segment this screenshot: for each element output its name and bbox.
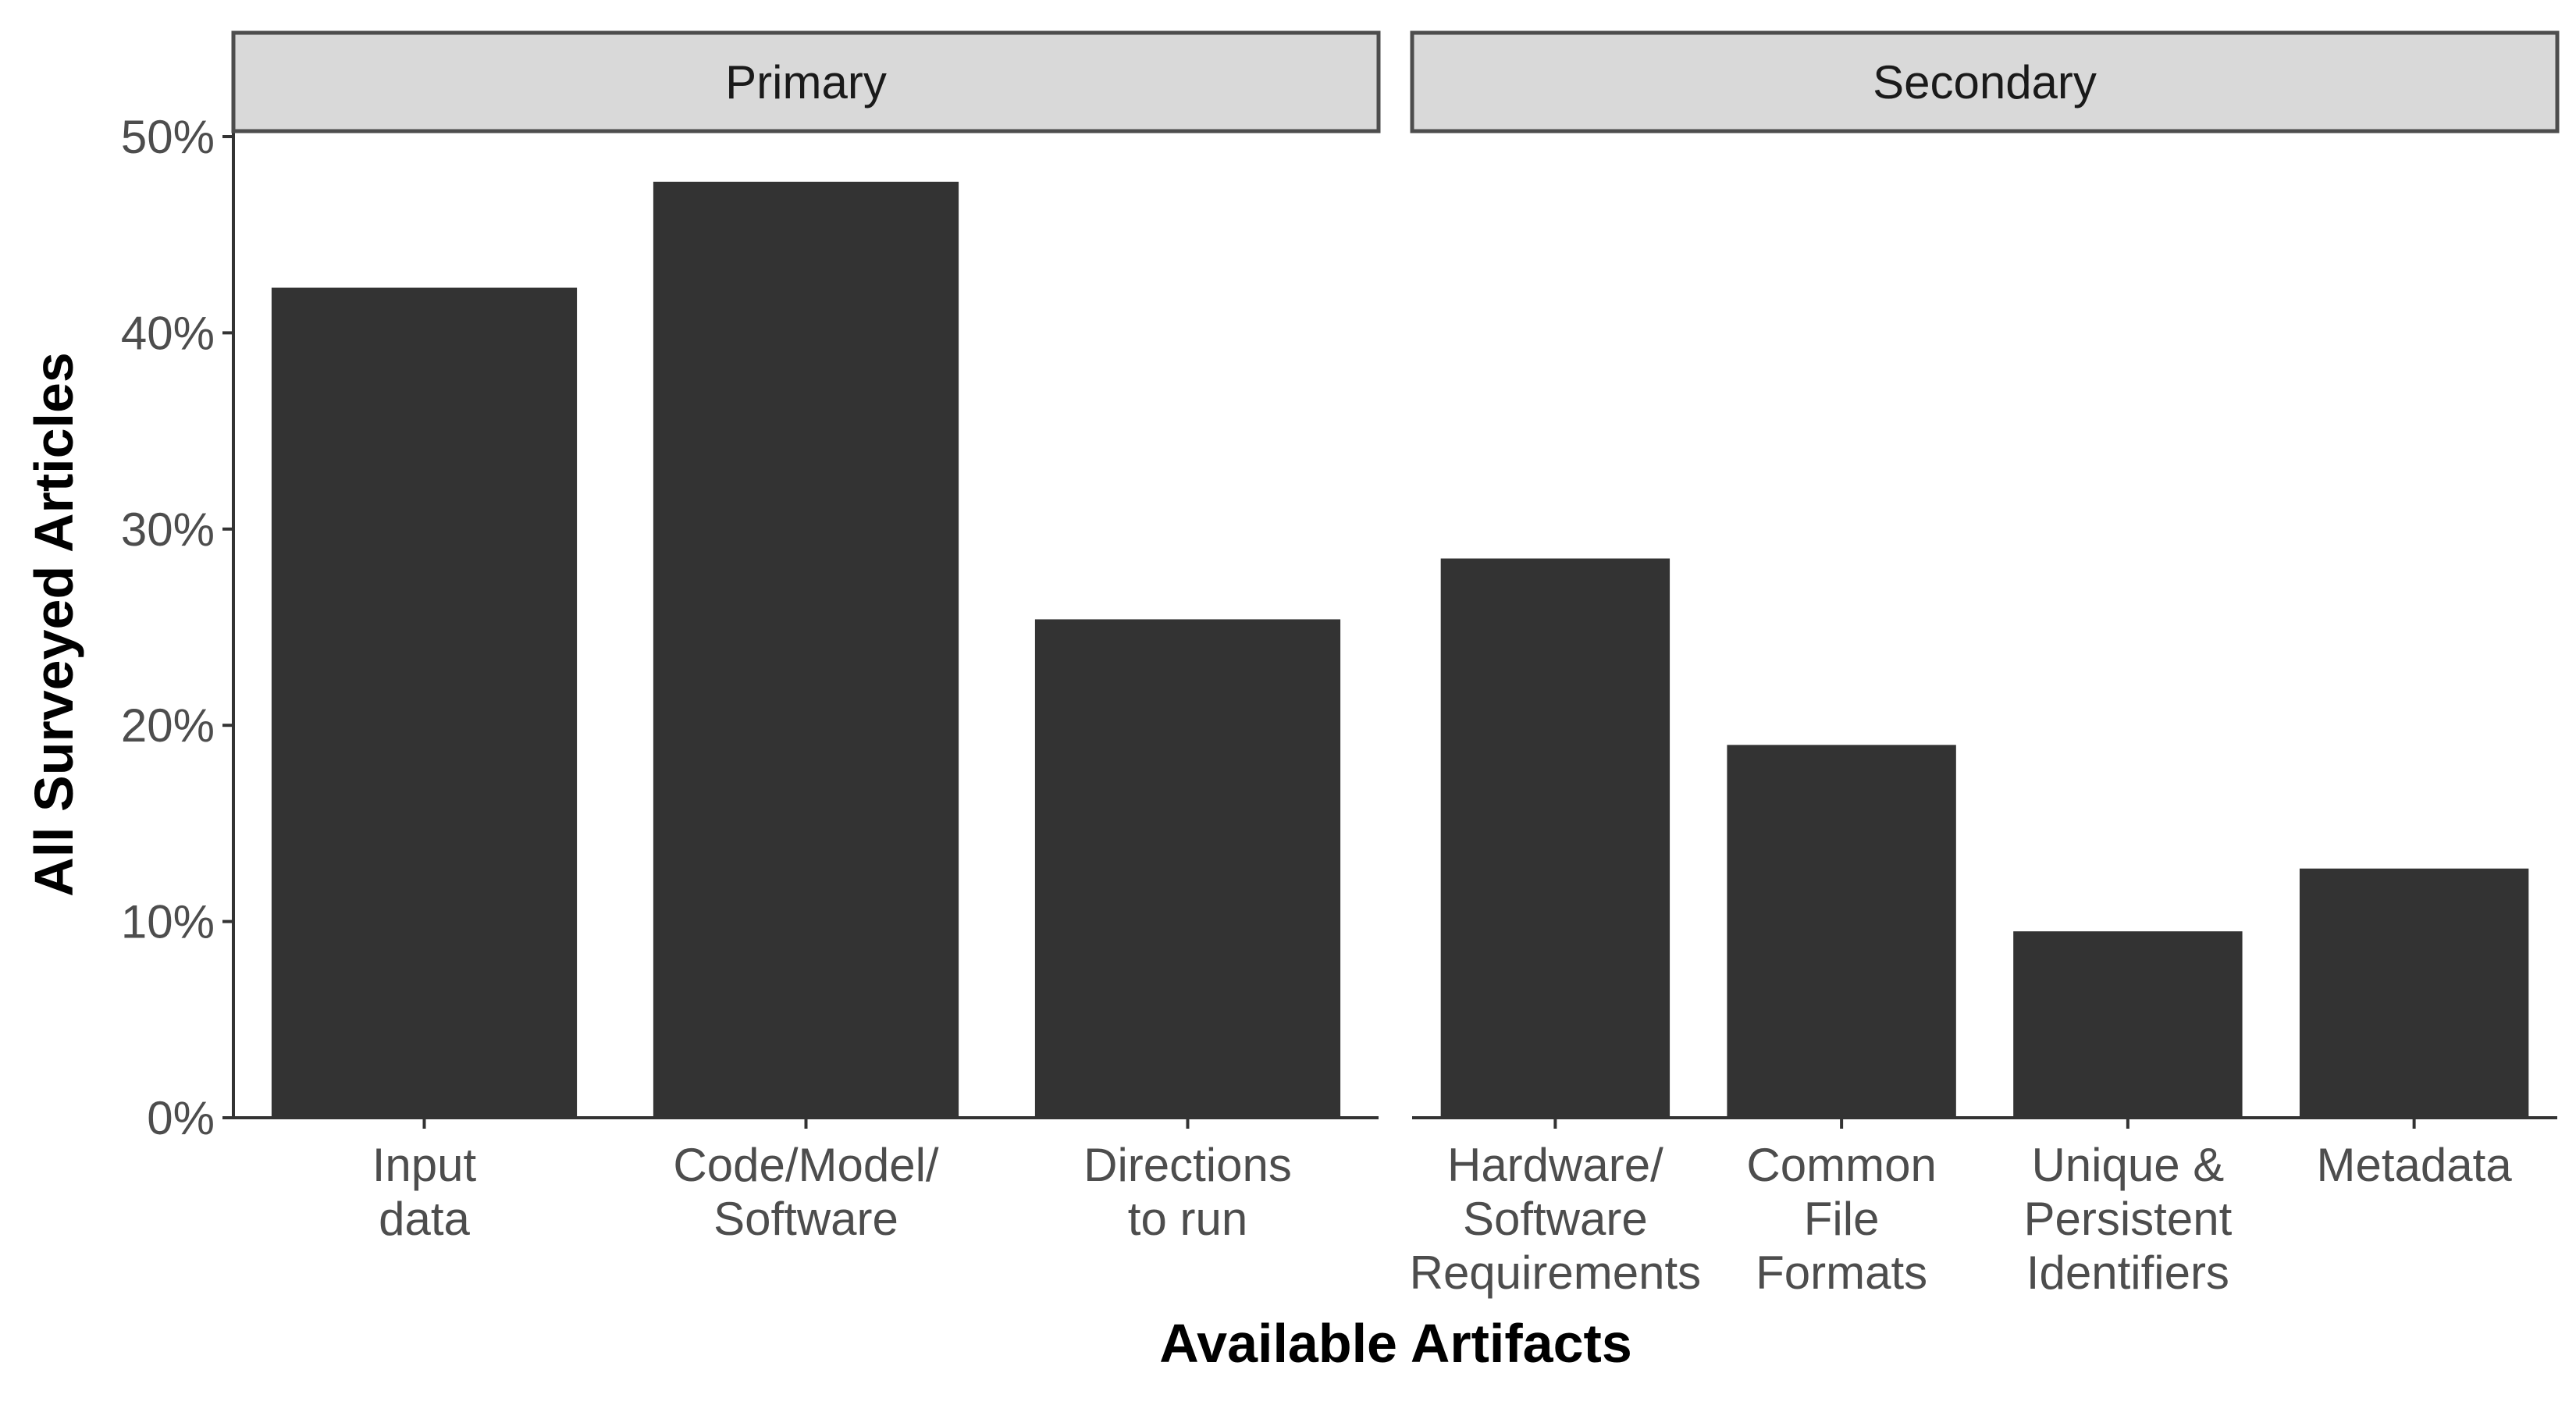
x-tick-label-line: Requirements [1410, 1247, 1702, 1299]
x-tick-label: Unique & Persistent Identifiers [2023, 1139, 2232, 1299]
y-tick-label: 20% [121, 699, 215, 752]
labels-layer: 0% 10% 20% 30% 40% 50% Primary Input data Code/Mo… [121, 56, 2512, 1299]
bars-layer [271, 181, 2529, 1118]
x-tick-label-line: Hardware/ [1447, 1139, 1663, 1191]
x-tick-label-line: Software [713, 1193, 898, 1245]
x-tick-label-line: data [379, 1193, 470, 1245]
x-tick-label: Common File Formats [1746, 1139, 1936, 1299]
x-tick-label: Metadata [2317, 1139, 2513, 1191]
y-axis-title: All Surveyed Articles [23, 352, 84, 897]
x-tick-label-line: to run [1128, 1193, 1247, 1245]
y-tick-label: 40% [121, 307, 215, 359]
x-tick-label-line: Common [1746, 1139, 1936, 1191]
x-tick-label-line: Formats [1756, 1247, 1927, 1299]
x-tick-label: Directions to run [1083, 1139, 1292, 1245]
y-tick-label: 50% [121, 111, 215, 163]
x-tick-label-line: Identifiers [2026, 1247, 2229, 1299]
bar [1727, 745, 1956, 1118]
facet-strip-label: Secondary [1873, 56, 2097, 108]
facet-strip-label: Primary [725, 56, 887, 108]
y-tick-label: 0% [147, 1092, 215, 1144]
x-tick-label-line: Input [372, 1139, 477, 1191]
bar [653, 181, 959, 1118]
x-tick-label-line: Directions [1083, 1139, 1292, 1191]
x-tick-label: Code/Model/Software [673, 1139, 939, 1245]
x-tick-label: Hardware/Software Requirements [1410, 1139, 1702, 1299]
x-tick-label-line: Unique & [2031, 1139, 2224, 1191]
axes-layer [222, 30, 2560, 1129]
x-tick-label-line: File [1804, 1193, 1880, 1245]
x-tick-label-line: Persistent [2023, 1193, 2232, 1245]
bar [2299, 868, 2529, 1118]
bar [2013, 931, 2243, 1118]
x-tick-label-line: Metadata [2317, 1139, 2513, 1191]
facet-strip-1 [1410, 30, 2560, 133]
bar [271, 287, 578, 1118]
facet-strip-0 [231, 30, 1381, 133]
x-tick-label-line: Software [1463, 1193, 1648, 1245]
x-axis-title: Available Artifacts [1159, 1313, 1632, 1374]
y-tick-label: 10% [121, 896, 215, 948]
x-tick-label: Input data [372, 1139, 477, 1245]
x-tick-label-line: Code/Model/ [673, 1139, 939, 1191]
bar [1034, 619, 1341, 1118]
y-tick-label: 30% [121, 503, 215, 556]
bar [1440, 558, 1670, 1118]
